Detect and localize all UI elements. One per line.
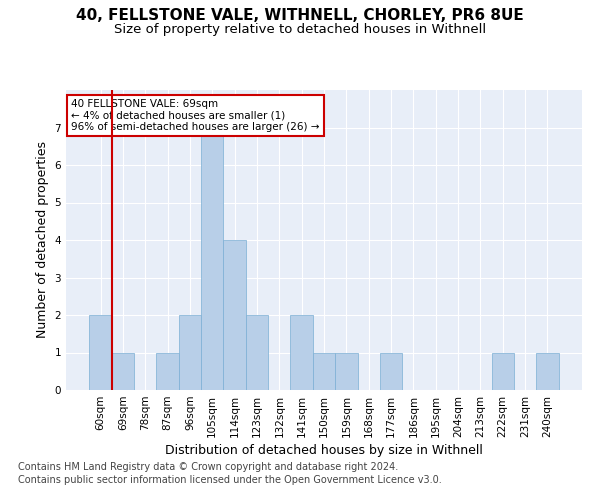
Bar (380, 352, 402, 390)
X-axis label: Distribution of detached houses by size in Withnell: Distribution of detached houses by size … (165, 444, 483, 457)
Text: 40, FELLSTONE VALE, WITHNELL, CHORLEY, PR6 8UE: 40, FELLSTONE VALE, WITHNELL, CHORLEY, P… (76, 8, 524, 22)
Bar (246, 315, 268, 390)
Y-axis label: Number of detached properties: Number of detached properties (36, 142, 49, 338)
Bar (491, 352, 514, 390)
Text: Size of property relative to detached houses in Withnell: Size of property relative to detached ho… (114, 22, 486, 36)
Bar (223, 240, 246, 390)
Bar (335, 352, 358, 390)
Text: Contains public sector information licensed under the Open Government Licence v3: Contains public sector information licen… (18, 475, 442, 485)
Bar (290, 315, 313, 390)
Bar (157, 352, 179, 390)
Bar (313, 352, 335, 390)
Text: 40 FELLSTONE VALE: 69sqm
← 4% of detached houses are smaller (1)
96% of semi-det: 40 FELLSTONE VALE: 69sqm ← 4% of detache… (71, 99, 320, 132)
Bar (179, 315, 201, 390)
Bar (112, 352, 134, 390)
Bar (89, 315, 112, 390)
Bar (536, 352, 559, 390)
Bar (201, 128, 223, 390)
Text: Contains HM Land Registry data © Crown copyright and database right 2024.: Contains HM Land Registry data © Crown c… (18, 462, 398, 472)
